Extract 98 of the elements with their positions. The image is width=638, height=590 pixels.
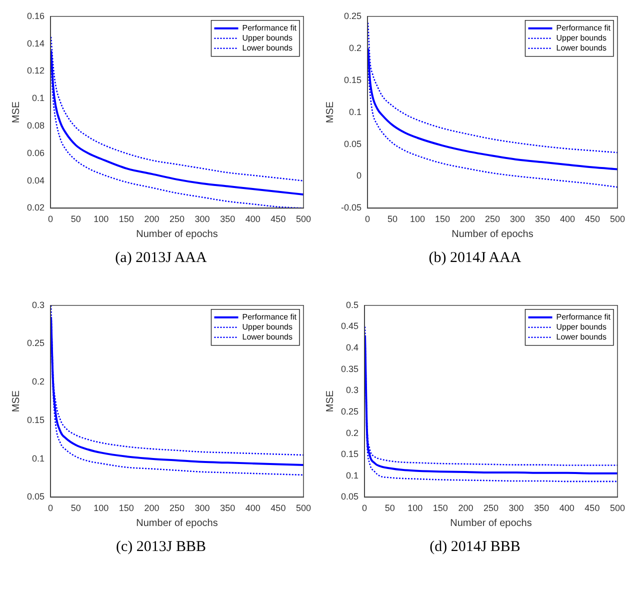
y-tick-label: 0.25	[340, 406, 359, 416]
y-tick-label: 0.16	[26, 10, 45, 21]
legend-label: Lower bounds	[556, 332, 607, 342]
y-tick-label: 0.1	[346, 470, 359, 480]
y-tick-label: 0.05	[26, 492, 45, 502]
x-tick-label: 300	[508, 503, 524, 514]
x-tick-label: 200	[144, 503, 160, 514]
y-tick-label: 0.15	[26, 414, 45, 425]
x-tick-label: 150	[118, 214, 134, 224]
text: (c) 2013J BBB	[116, 539, 206, 556]
legend-label: Upper bounds	[242, 34, 293, 43]
x-tick-label: 350	[220, 214, 236, 224]
y-tick-label: 0.12	[26, 66, 45, 76]
legend-label: Lower bounds	[242, 44, 293, 53]
x-tick-label: 500	[296, 503, 312, 514]
x-tick-label: 400	[245, 503, 260, 514]
y-tick-label: 0.2	[346, 428, 359, 438]
legend-label: Performance fit	[242, 24, 298, 33]
x-tick-label: 200	[460, 214, 476, 224]
x-tick-label: 500	[610, 503, 626, 514]
y-tick-label: 0	[356, 170, 362, 181]
x-tick-label: 0	[48, 214, 54, 224]
x-tick-label: 250	[484, 214, 500, 224]
x-axis-title: Number of epochs	[136, 518, 218, 529]
x-axis-title: Number of epochs	[136, 228, 218, 240]
x-tick-label: 150	[434, 214, 450, 224]
y-tick-label: 0.15	[344, 74, 362, 85]
y-tick-label: 0.15	[340, 449, 359, 460]
x-tick-label: 450	[584, 214, 600, 224]
y-axis-title: MSE	[324, 390, 336, 412]
text: (b) 2014J AAA	[428, 250, 522, 267]
text: (a) 2013J AAA	[115, 250, 207, 267]
x-tick-label: 100	[94, 503, 109, 514]
y-tick-label: 0.4	[346, 342, 359, 353]
legend-label: Performance fit	[556, 312, 612, 322]
x-tick-label: 150	[118, 503, 134, 514]
x-tick-label: 400	[560, 214, 576, 224]
x-tick-label: 200	[458, 503, 474, 514]
x-tick-label: 100	[94, 214, 109, 224]
text: (d) 2014J BBB	[430, 539, 520, 556]
y-axis-title: MSE	[10, 390, 22, 412]
y-tick-label: 0.2	[349, 42, 362, 53]
x-tick-label: 50	[388, 214, 398, 224]
legend-label: Upper bounds	[242, 322, 293, 332]
x-tick-label: 450	[584, 503, 600, 514]
x-tick-label: 200	[144, 214, 160, 224]
x-tick-label: 450	[270, 503, 286, 514]
x-tick-label: 300	[194, 214, 210, 224]
x-tick-label: 450	[270, 214, 286, 224]
y-tick-label: 0.3	[346, 385, 359, 396]
y-tick-label: 0.2	[32, 376, 45, 387]
y-tick-label: 0.05	[344, 138, 362, 149]
x-tick-label: 350	[534, 214, 550, 224]
x-tick-label: 500	[296, 214, 312, 224]
y-axis-title: MSE	[10, 101, 22, 124]
legend-label: Upper bounds	[556, 34, 607, 43]
x-tick-label: 500	[610, 214, 626, 224]
x-tick-label: 0	[48, 503, 54, 514]
x-tick-label: 400	[559, 503, 574, 514]
x-tick-label: 250	[169, 503, 185, 514]
y-axis-title: MSE	[324, 101, 336, 124]
y-tick-label: 0.1	[349, 106, 362, 117]
y-tick-label: 0.45	[340, 321, 359, 332]
x-axis-title: Number of epochs	[450, 518, 532, 529]
y-tick-label: 0.06	[26, 148, 45, 158]
y-tick-label: 0.08	[26, 120, 45, 130]
x-tick-label: 150	[432, 503, 448, 514]
y-tick-label: 0.05	[340, 492, 359, 502]
y-tick-label: 0.04	[26, 175, 45, 186]
x-tick-label: 350	[534, 503, 550, 514]
x-tick-label: 50	[70, 214, 81, 224]
x-tick-label: 50	[384, 503, 395, 514]
y-tick-label: 0.25	[26, 338, 45, 348]
x-tick-label: 300	[510, 214, 526, 224]
legend-label: Performance fit	[556, 24, 612, 33]
y-tick-label: 0.1	[32, 453, 45, 464]
x-axis-title: Number of epochs	[452, 228, 534, 240]
y-tick-label: 0.02	[26, 202, 45, 213]
y-tick-label: 0.5	[346, 300, 359, 310]
y-tick-label: 0.1	[32, 93, 45, 104]
legend-label: Lower bounds	[556, 44, 607, 53]
x-tick-label: 100	[410, 214, 426, 224]
x-tick-label: 250	[169, 214, 185, 224]
legend-label: Lower bounds	[242, 332, 293, 342]
x-tick-label: 350	[220, 503, 236, 514]
y-tick-label: -0.05	[341, 202, 362, 213]
x-tick-label: 300	[194, 503, 210, 514]
x-tick-label: 50	[70, 503, 81, 514]
y-tick-label: 0.25	[344, 10, 362, 21]
legend-label: Performance fit	[242, 312, 298, 322]
y-tick-label: 0.14	[26, 38, 45, 48]
x-tick-label: 400	[245, 214, 260, 224]
y-tick-label: 0.3	[32, 300, 45, 310]
y-tick-label: 0.35	[340, 364, 359, 374]
x-tick-label: 100	[408, 503, 423, 514]
x-tick-label: 250	[483, 503, 499, 514]
x-tick-label: 0	[365, 214, 370, 224]
legend-label: Upper bounds	[556, 322, 607, 332]
